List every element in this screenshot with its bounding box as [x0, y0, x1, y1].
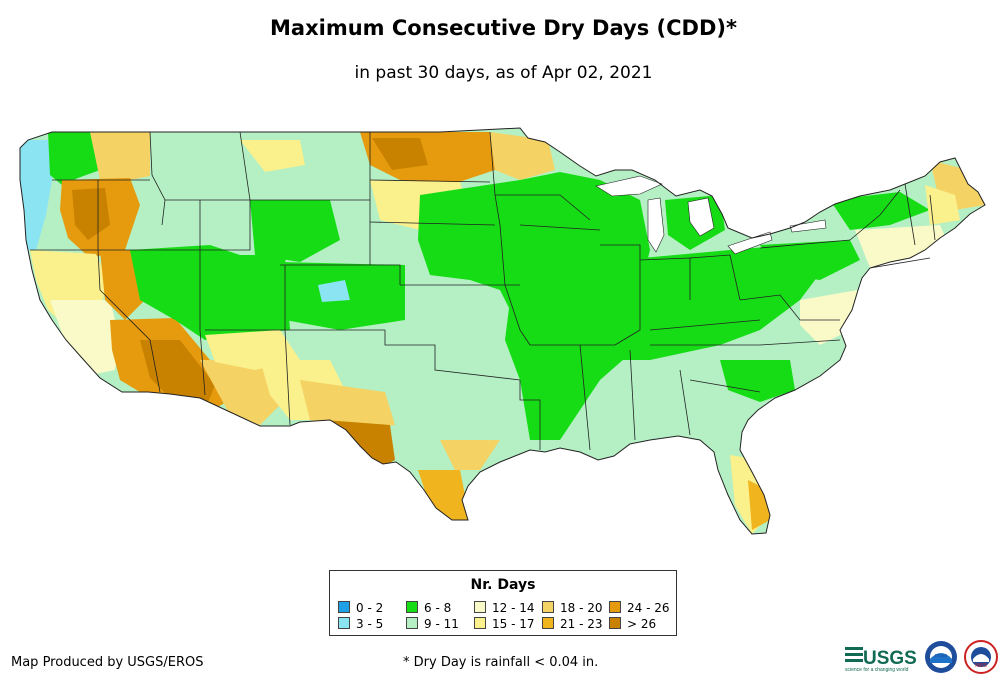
region-az-severe [140, 340, 215, 410]
legend-swatch [338, 617, 350, 629]
legend-label: 0 - 2 [356, 601, 384, 615]
legend-label: 9 - 11 [424, 617, 459, 631]
noaa-logo: noaa [925, 641, 957, 673]
legend-label: 24 - 26 [627, 601, 670, 615]
region-oregon-core [72, 188, 110, 240]
region-utah-green [200, 255, 290, 335]
region-colorado-blue [318, 280, 350, 302]
legend-swatch [474, 601, 486, 613]
legend-item: 0 - 2 [338, 601, 383, 615]
legend-swatch [542, 601, 554, 613]
legend-item: 21 - 23 [542, 617, 603, 631]
region-mn-upper [490, 132, 555, 180]
legend-item: > 26 [609, 617, 656, 631]
legend-swatch [609, 617, 621, 629]
region-montana-spot [240, 140, 305, 172]
legend-swatch [406, 617, 418, 629]
usgs-logo-text: USGS [863, 648, 917, 669]
region-ohio-valley-green [610, 245, 830, 360]
region-ca-central [50, 300, 120, 375]
legend-title: Nr. Days [470, 577, 536, 593]
legend-item: 24 - 26 [609, 601, 670, 615]
lake-superior [595, 175, 663, 197]
legend-item: 15 - 17 [474, 617, 535, 631]
region-nd-core [372, 138, 428, 170]
legend-item: 12 - 14 [474, 601, 535, 615]
legend-label: 21 - 23 [560, 617, 603, 631]
map-subtitle: in past 30 days, as of Apr 02, 2021 [354, 63, 653, 83]
region-east-wa [90, 132, 155, 182]
nws-logo-text: NWS [975, 663, 987, 669]
noaa-logo-text: noaa [935, 653, 947, 659]
region-wa-green [48, 132, 100, 185]
region-midwest-green [418, 172, 650, 340]
legend-swatch [474, 617, 486, 629]
state-borders [19, 127, 986, 535]
usgs-logo: USGS science for a changing world [845, 647, 917, 673]
usgs-tagline: science for a changing world [845, 667, 909, 673]
legend-label: > 26 [627, 617, 657, 631]
legend-label: 12 - 14 [492, 601, 535, 615]
credit-text: Map Produced by USGS/EROS [11, 655, 204, 670]
lake-michigan [647, 197, 665, 253]
region-az-east [200, 360, 285, 425]
region-wyoming-green [250, 200, 340, 262]
region-ny-yellow [855, 225, 955, 270]
great-lakes [595, 175, 827, 255]
map-legend: Nr. Days 0 - 2 3 - 5 6 - 8 9 - 11 12 - 14 15 … [329, 570, 677, 636]
legend-item: 9 - 11 [406, 617, 459, 631]
legend-item: 18 - 20 [542, 601, 603, 615]
footnote-text: * Dry Day is rainfall < 0.04 in. [403, 655, 599, 670]
legend-label: 3 - 5 [356, 617, 384, 631]
region-tx-coast-yellow [440, 440, 500, 470]
region-west-tx-dry [325, 420, 395, 468]
legend-swatch [406, 601, 418, 613]
region-se-green [720, 360, 795, 402]
legend-label: 6 - 8 [424, 601, 452, 615]
map-title: Maximum Consecutive Dry Days (CDD)* [270, 16, 737, 40]
region-south-tx-dry [418, 470, 470, 520]
legend-item: 3 - 5 [338, 617, 383, 631]
region-maine-yellow [925, 185, 960, 225]
region-ozarks-green [505, 300, 640, 440]
legend-label: 18 - 20 [560, 601, 603, 615]
legend-swatch [542, 617, 554, 629]
region-idaho-light [140, 132, 270, 225]
region-pacific-nw-wet [20, 140, 52, 250]
legend-swatch [338, 601, 350, 613]
agency-logos: USGS science for a changing world noaa N… [845, 640, 998, 674]
region-appalachian-green [760, 240, 860, 280]
region-nm-south [300, 380, 395, 430]
lake-huron [687, 197, 715, 237]
region-ne-green [830, 192, 930, 230]
nws-logo: NWS [964, 640, 998, 674]
legend-item: 6 - 8 [406, 601, 451, 615]
lake-ontario [789, 219, 827, 233]
legend-swatch [609, 601, 621, 613]
region-four-corners-yellow [205, 330, 300, 370]
legend-label: 15 - 17 [492, 617, 535, 631]
